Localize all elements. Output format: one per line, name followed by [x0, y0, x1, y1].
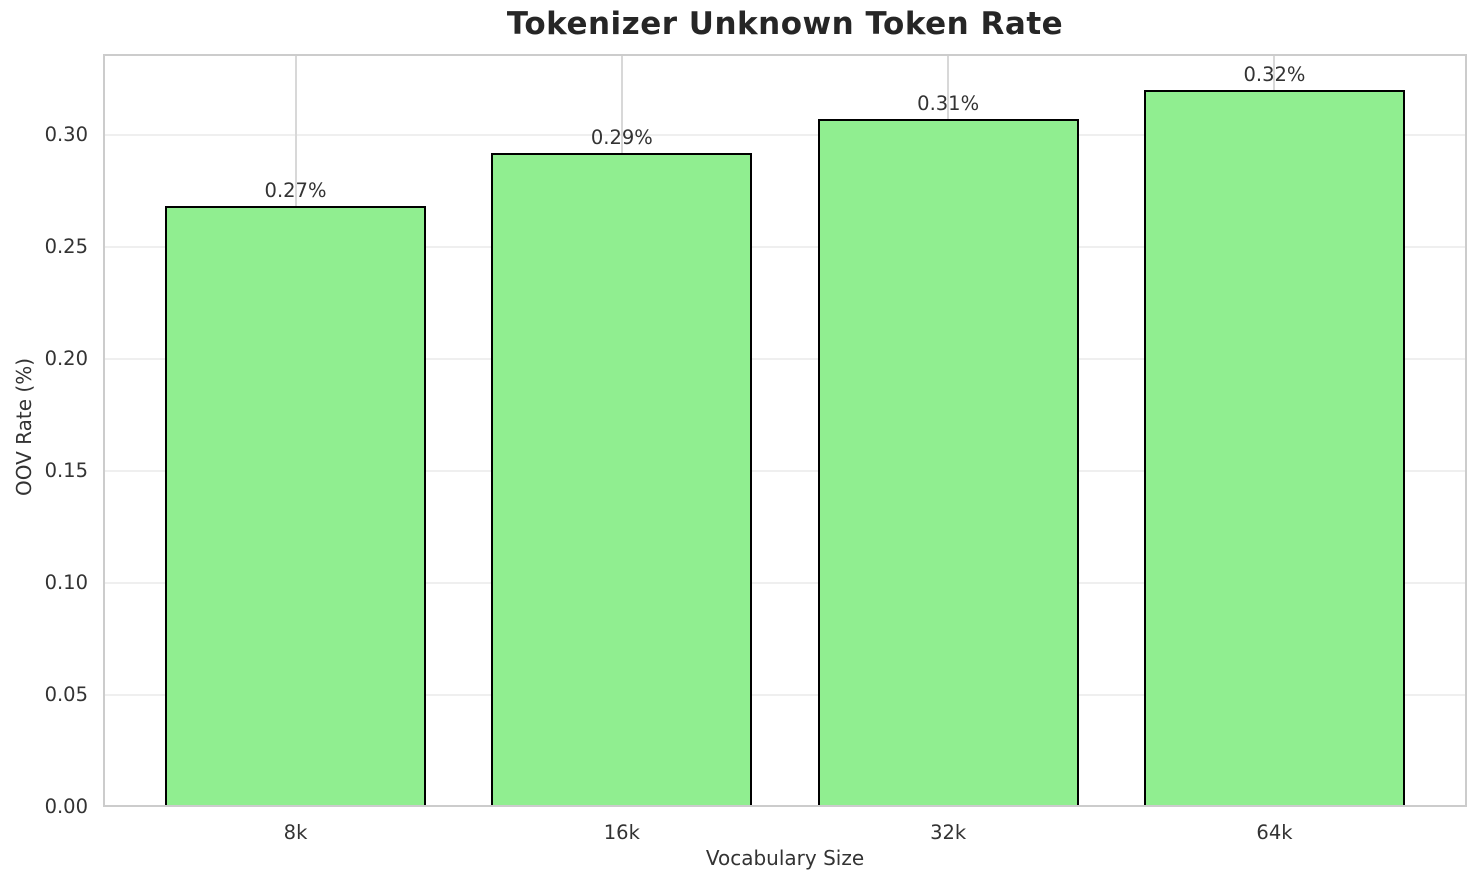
bar-32k [817, 119, 1079, 807]
y-axis-label: OOV Rate (%) [12, 358, 36, 496]
bar-64k [1143, 89, 1405, 807]
y-tick-label: 0.15 [44, 458, 88, 482]
y-tick-label: 0.25 [44, 234, 88, 258]
bar-value-label: 0.29% [590, 125, 653, 149]
x-axis-label: Vocabulary Size [705, 846, 865, 870]
y-tick-label: 0.05 [44, 682, 88, 706]
horizontal-gridline [103, 693, 1467, 696]
y-tick-label: 0.30 [44, 122, 88, 146]
horizontal-gridline [103, 581, 1467, 584]
y-tick-label: 0.10 [44, 570, 88, 594]
bar-value-label: 0.31% [917, 92, 980, 115]
x-tick-label-16k: 16k [603, 821, 640, 844]
chart-title: Tokenizer Unknown Token Rate [506, 6, 1064, 42]
bar-8k [165, 206, 427, 807]
horizontal-gridline [103, 469, 1467, 472]
x-tick-label-64k: 64k [1256, 821, 1293, 844]
horizontal-gridline [103, 245, 1467, 248]
horizontal-gridline [103, 357, 1467, 360]
x-tick-label-32k: 32k [930, 821, 967, 844]
plot-area: 0.27% 0.29% 0.31% 0.32% [103, 54, 1467, 807]
y-tick-label: 0.20 [44, 346, 88, 370]
bar-16k [491, 152, 753, 807]
horizontal-gridline [103, 133, 1467, 136]
bar-value-label: 0.32% [1243, 62, 1306, 86]
y-tick-label: 0.00 [44, 795, 88, 818]
x-tick-label-8k: 8k [283, 821, 308, 844]
bar-value-label: 0.27% [264, 179, 327, 203]
